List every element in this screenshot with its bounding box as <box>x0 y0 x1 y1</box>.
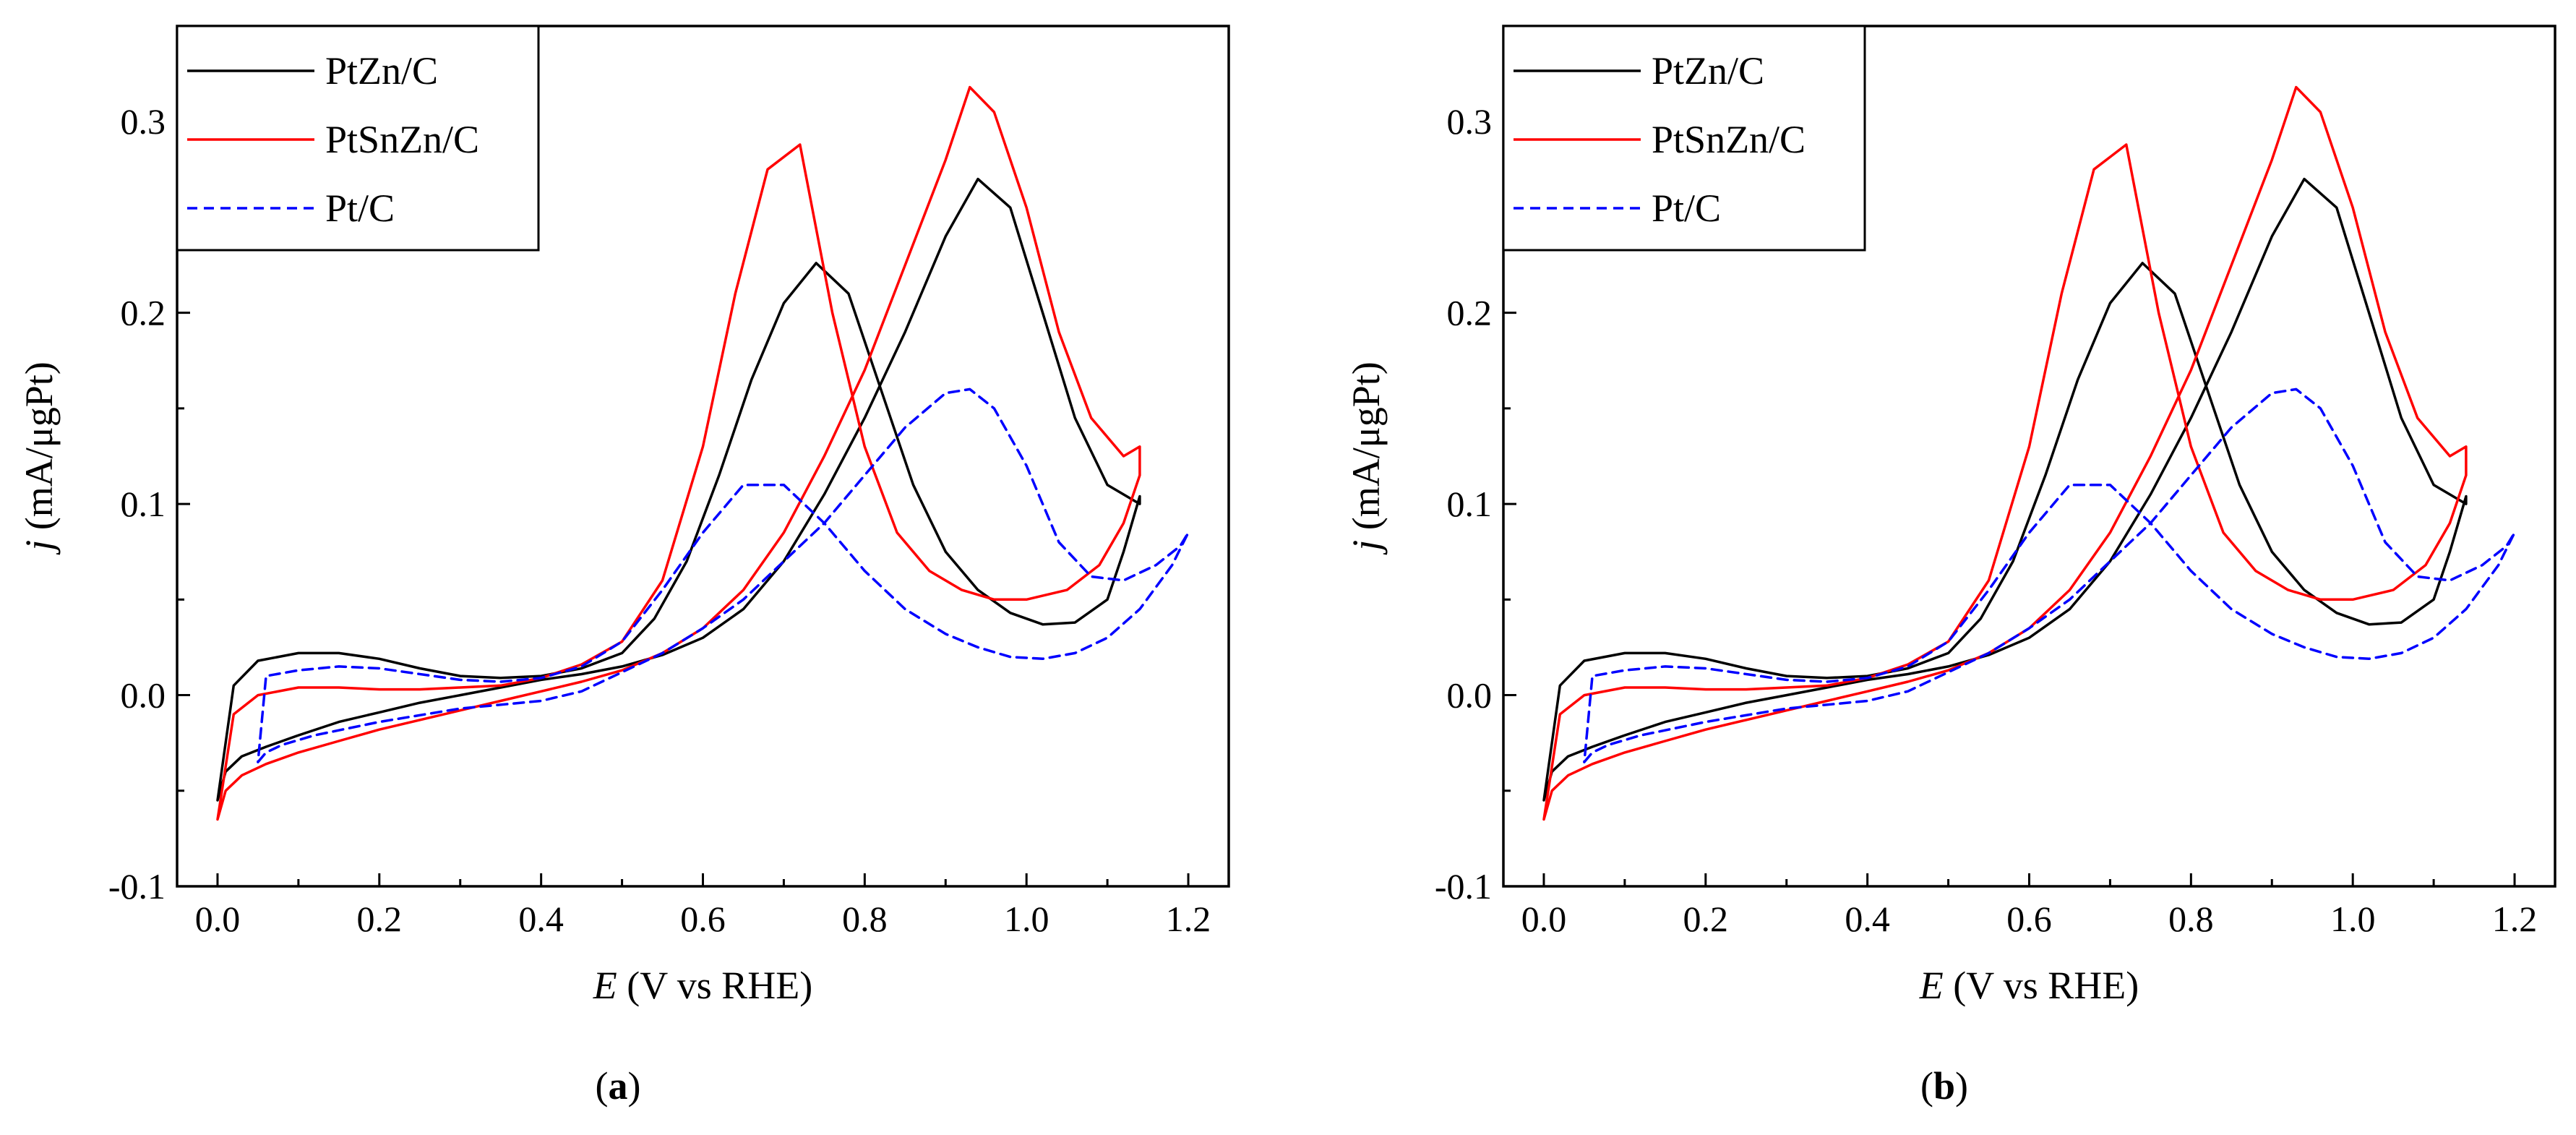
panel-b-caption-close: ) <box>1955 1064 1968 1108</box>
panel-a-caption-close: ) <box>628 1064 641 1108</box>
panel-b-x-tick-label: 0.8 <box>2168 899 2214 939</box>
panel-a-x-tick-label: 0.8 <box>842 899 888 939</box>
panel-b-x-tick-label: 0.2 <box>1683 899 1729 939</box>
panel-a-y-tick-label: 0.1 <box>121 484 166 524</box>
panel-a-x-tick-label: 1.0 <box>1004 899 1049 939</box>
panel-a-x-axis-title: E (V vs RHE) <box>593 964 813 1007</box>
panel-b-x-axis-units: (V vs RHE) <box>1944 964 2139 1007</box>
panel-a-y-tick-label: 0.2 <box>121 293 166 333</box>
panel-a-legend-label: PtSnZn/C <box>325 118 479 161</box>
panel-b-chart: 0.0 0.2 0.4 0.6 0.8 1.0 1.2 -0.1 0.0 0.1 0.2 0.3 E (… <box>1344 25 2556 1108</box>
panel-b-x-tick-label: 1.0 <box>2330 899 2376 939</box>
panel-b-x-tick-label: 1.2 <box>2492 899 2538 939</box>
panel-a-x-tick-label: 0.6 <box>680 899 726 939</box>
panel-a-y-axis-title: j (mA/μgPt) <box>17 361 61 554</box>
panel-a-legend-label: Pt/C <box>325 187 395 230</box>
panel-b-series-line-ptzn-c <box>1542 177 2468 802</box>
panel-a-x-axis-variable: E <box>593 964 617 1007</box>
panel-b-y-tick-label: -0.1 <box>1435 866 1492 907</box>
panel-b-y-axis-units: (mA/μgPt) <box>1344 361 1388 539</box>
panel-a-x-tick-label: 0.2 <box>357 899 403 939</box>
panel-b-y-tick-label: 0.3 <box>1447 101 1493 142</box>
panel-a-y-tick-label: 0.3 <box>121 101 166 142</box>
panel-b-x-axis-variable: E <box>1919 964 1944 1007</box>
panel-b-series-line-ptsnzn-c <box>1542 85 2468 821</box>
panel-b-y-axis-title: j (mA/μgPt) <box>1344 361 1388 554</box>
panel-a-series-line-pt-c <box>257 387 1190 763</box>
panel-b-y-tick-label: 0.0 <box>1447 675 1493 716</box>
panel-a-caption-letter: a <box>609 1064 628 1108</box>
panel-b-x-tick-label: 0.0 <box>1521 899 1567 939</box>
panel-b-caption-open: ( <box>1920 1064 1933 1108</box>
panel-a-caption: (a) <box>596 1064 641 1108</box>
panel-b-caption: (b) <box>1920 1064 1968 1108</box>
panel-b-x-axis-title: E (V vs RHE) <box>1919 964 2139 1007</box>
panel-b-x-tick-label: 0.4 <box>1845 899 1890 939</box>
panel-a-y-axis-units: (mA/μgPt) <box>17 361 61 539</box>
panel-b-series-line-pt-c <box>1583 387 2516 763</box>
panel-a-caption-open: ( <box>596 1064 609 1108</box>
panel-a-x-tick-label: 1.2 <box>1166 899 1211 939</box>
panel-b-y-tick-label: 0.2 <box>1447 293 1493 333</box>
panel-b-caption-letter: b <box>1933 1064 1955 1108</box>
panel-a-x-axis-units: (V vs RHE) <box>617 964 813 1007</box>
panel-a-x-tick-label: 0.4 <box>518 899 564 939</box>
panel-b-y-axis-variable: j <box>1344 540 1388 555</box>
panel-a-y-tick-label: 0.0 <box>121 675 166 716</box>
panel-b-legend-label: PtSnZn/C <box>1652 118 1806 161</box>
panel-b-legend: PtZn/C PtSnZn/C Pt/C <box>1502 25 1866 252</box>
panel-a-y-tick-label: -0.1 <box>108 866 166 907</box>
panel-a-y-axis-variable: j <box>17 540 61 555</box>
panel-a-legend: PtZn/C PtSnZn/C Pt/C <box>176 25 540 252</box>
panel-a-series-line-ptzn-c <box>216 177 1141 802</box>
panel-a-legend-box <box>176 25 540 252</box>
panel-b-x-tick-label: 0.6 <box>2006 899 2052 939</box>
panel-b-legend-label: PtZn/C <box>1652 49 1764 93</box>
panel-a-legend-label: PtZn/C <box>325 49 438 93</box>
panel-a-x-tick-label: 0.0 <box>195 899 241 939</box>
panel-a-chart: 0.0 0.2 0.4 0.6 0.8 1.0 1.2 -0.1 0.0 0.1 0.2 0.3 E (… <box>17 25 1230 1108</box>
panel-b-legend-box <box>1502 25 1866 252</box>
panel-b-y-tick-label: 0.1 <box>1447 484 1493 524</box>
panel-b-legend-label: Pt/C <box>1652 187 1721 230</box>
panel-a-series-line-ptsnzn-c <box>216 85 1141 821</box>
